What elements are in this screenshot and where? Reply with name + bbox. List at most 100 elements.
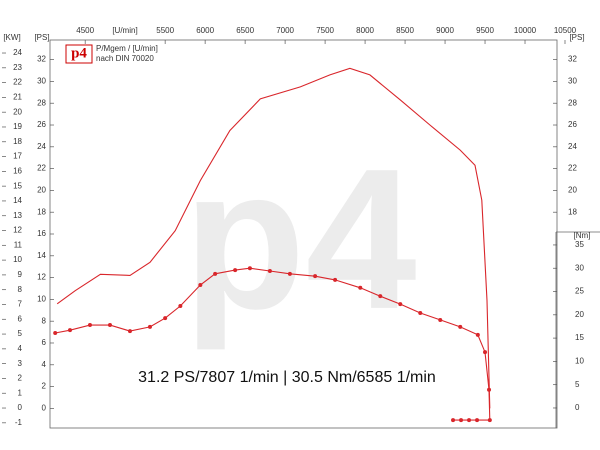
x-tick-label: 5500 (156, 26, 174, 35)
x-tick-label: 7000 (276, 26, 294, 35)
point (459, 418, 464, 423)
x-tick-label: 9500 (476, 26, 494, 35)
legend-line: nach DIN 70020 (96, 54, 154, 63)
kw-tick-label: 19 (13, 122, 22, 131)
point (198, 283, 203, 288)
y2-tick-label: 15 (575, 333, 584, 342)
y-tick-label: 18 (37, 207, 46, 216)
kw-tick-label: 6 (18, 314, 23, 323)
y2-tick-label: 5 (575, 380, 580, 389)
y-tick-label: 12 (37, 273, 46, 282)
point (467, 418, 472, 423)
y-tick-label: 4 (42, 360, 47, 369)
point (398, 302, 403, 307)
y-tick-label: 30 (37, 77, 46, 86)
point (233, 268, 238, 273)
point (247, 266, 252, 271)
kw-axis-label: [KW] (3, 33, 20, 42)
x-tick-label: 10500 (554, 26, 577, 35)
y-tick-label: 14 (37, 251, 46, 260)
kw-tick-label: 14 (13, 196, 22, 205)
y-tick-label: 20 (37, 186, 46, 195)
y-axis-label: [PS] (34, 33, 49, 42)
point (107, 323, 112, 328)
kw-tick-label: 5 (18, 329, 23, 338)
y-tick-label: 28 (37, 98, 46, 107)
y-tick-label: 22 (37, 164, 46, 173)
point (67, 328, 72, 333)
point (287, 271, 292, 276)
series-line (56, 67, 491, 409)
y2-axis-label: [Nm] (574, 231, 591, 240)
point (451, 418, 456, 423)
legend-line: P/Mgem / [U/min] (96, 44, 158, 53)
point (87, 323, 92, 328)
y-tick-label: 8 (42, 316, 47, 325)
kw-tick-label: 13 (13, 211, 22, 220)
y2-tick-label: 35 (575, 240, 584, 249)
point (475, 418, 480, 423)
kw-tick-label: 11 (14, 240, 23, 249)
kw-tick-label: -1 (15, 418, 23, 427)
point (438, 317, 443, 322)
logo: p4 (71, 45, 87, 61)
point (458, 324, 463, 329)
y-tick-label-right: 22 (568, 164, 577, 173)
x-axis-label: [U/min] (112, 26, 137, 35)
point (358, 285, 363, 290)
x-tick-label: 10000 (514, 26, 537, 35)
kw-tick-label: 20 (13, 107, 22, 116)
kw-tick-label: 17 (13, 152, 22, 161)
x-tick-label: 9000 (436, 26, 454, 35)
point (378, 294, 383, 299)
y-tick-label: 24 (37, 142, 46, 151)
kw-tick-label: 15 (13, 181, 22, 190)
y-tick-label: 10 (37, 295, 46, 304)
kw-tick-label: 3 (18, 359, 23, 368)
point (475, 332, 480, 337)
y-tick-label: 32 (37, 55, 46, 64)
y2-tick-label: 10 (575, 357, 584, 366)
watermark: p4 (183, 128, 416, 351)
point (487, 418, 492, 423)
x-tick-label: 8000 (356, 26, 374, 35)
point (313, 274, 318, 279)
x-tick-label: 6500 (236, 26, 254, 35)
kw-tick-label: 12 (13, 226, 22, 235)
annotation: 31.2 PS/7807 1/min | 30.5 Nm/6585 1/min (138, 369, 436, 386)
point (213, 271, 218, 276)
kw-tick-label: 24 (13, 48, 22, 57)
kw-tick-label: 1 (18, 388, 23, 397)
y-tick-label: 16 (37, 229, 46, 238)
y-tick-label-right: 32 (568, 55, 577, 64)
kw-tick-label: 8 (18, 285, 23, 294)
y-tick-label-right: 20 (568, 186, 577, 195)
point (418, 310, 423, 315)
y-tick-label-right: 30 (568, 77, 577, 86)
kw-tick-label: 21 (13, 93, 22, 102)
point (333, 277, 338, 282)
point (487, 387, 492, 392)
x-tick-label: 4500 (76, 26, 94, 35)
point (178, 303, 183, 308)
point (127, 329, 132, 334)
kw-tick-label: 7 (18, 300, 23, 309)
series-line (55, 267, 491, 421)
kw-tick-label: 23 (13, 63, 22, 72)
kw-tick-label: 4 (18, 344, 23, 353)
point (147, 324, 152, 329)
kw-tick-label: 18 (13, 137, 22, 146)
point (53, 330, 58, 335)
y-tick-label-right: 26 (568, 120, 577, 129)
kw-tick-label: 0 (18, 403, 23, 412)
kw-tick-label: 2 (18, 374, 23, 383)
y2-tick-label: 25 (575, 287, 584, 296)
logo-box (65, 44, 93, 64)
kw-tick-label: 9 (18, 270, 23, 279)
y-tick-label-right: 24 (568, 142, 577, 151)
y-tick-label: 26 (37, 120, 46, 129)
point (267, 269, 272, 274)
y-axis-label-right: [PS] (569, 33, 584, 42)
y2-tick-label: 30 (575, 263, 584, 272)
